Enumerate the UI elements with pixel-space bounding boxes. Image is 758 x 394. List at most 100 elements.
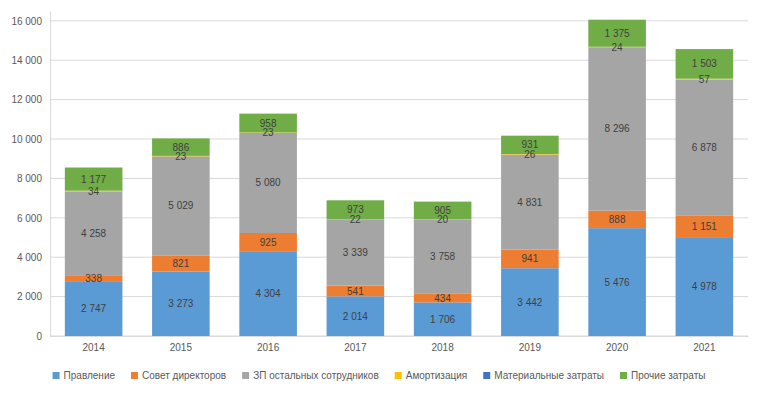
data-label: 338 (85, 273, 102, 284)
legend-item: ЗП остальных сотрудников (242, 370, 379, 381)
legend-item: Материальные затраты (483, 370, 604, 381)
data-label: 1 177 (81, 174, 106, 185)
legend-label: Совет директоров (142, 370, 226, 381)
x-axis-line (51, 336, 749, 337)
legend-item: Прочие затраты (620, 370, 705, 381)
y-tick-label: 16 000 (11, 16, 42, 27)
data-label: 3 442 (517, 297, 542, 308)
x-tick: 2021 (693, 336, 716, 353)
legend-swatch (395, 372, 402, 379)
grid (50, 21, 748, 336)
bar-segment (501, 155, 559, 250)
legend-item: Амортизация (395, 370, 468, 381)
bar-segment (327, 220, 385, 286)
data-label: 5 476 (605, 277, 630, 288)
legend-item: Совет директоров (131, 370, 226, 381)
x-tick-label: 2019 (519, 342, 542, 353)
y-tick: 0 (36, 331, 50, 342)
x-tick: 2017 (344, 336, 367, 353)
bar-segment (501, 250, 559, 269)
data-label: 821 (173, 258, 190, 269)
chart: 0 2 000 4 000 6 000 8 000 10 000 12 000 14 000 1… (0, 0, 758, 394)
x-tick-label: 2018 (432, 342, 455, 353)
bar-segment (65, 191, 123, 275)
data-label: 5 080 (256, 177, 281, 188)
y-tick: 14 000 (11, 55, 50, 66)
y-tick: 2 000 (17, 291, 50, 302)
legend-swatch (483, 372, 490, 379)
data-label: 34 (88, 186, 100, 197)
legend-item: Правление (53, 370, 116, 381)
x-tick-label: 2016 (257, 342, 280, 353)
data-label: 3 273 (168, 298, 193, 309)
data-label: 973 (347, 204, 364, 215)
y-tick-label: 12 000 (11, 94, 42, 105)
bar-segment (588, 47, 646, 210)
data-label: 1 503 (692, 58, 717, 69)
bar-segment (676, 215, 734, 238)
x-tick-label: 2015 (170, 342, 193, 353)
x-tick: 2020 (606, 336, 629, 353)
x-tick-label: 2021 (693, 342, 716, 353)
data-label: 4 978 (692, 281, 717, 292)
data-label: 1 706 (430, 314, 455, 325)
y-tick-label: 0 (36, 331, 42, 342)
x-tick: 2014 (83, 336, 106, 353)
y-tick: 4 000 (17, 252, 50, 263)
bar-segment (239, 233, 297, 251)
data-label: 931 (522, 139, 539, 150)
data-label: 26 (524, 149, 536, 160)
legend-label: Материальные затраты (494, 370, 604, 381)
legend-label: Амортизация (406, 370, 468, 381)
bar-segment (414, 302, 472, 336)
bar-segment (152, 255, 210, 271)
y-tick-label: 6 000 (17, 213, 42, 224)
y-tick: 10 000 (11, 134, 50, 145)
y-tick: 16 000 (11, 16, 50, 27)
data-label: 4 304 (256, 288, 281, 299)
legend-swatch (53, 372, 60, 379)
x-tick: 2018 (432, 336, 455, 353)
x-tick-label: 2020 (606, 342, 629, 353)
data-label: 1 375 (605, 28, 630, 39)
y-axis: 0 2 000 4 000 6 000 8 000 10 000 12 000 14 000 1… (11, 12, 50, 342)
legend: Правление Совет директоров ЗП остальных со… (53, 370, 706, 381)
bar-segment (676, 80, 734, 215)
data-label: 57 (699, 74, 711, 85)
x-axis: 2014 2015 2016 2017 2018 2019 2020 2021 (51, 336, 749, 353)
legend-swatch (620, 372, 627, 379)
bar-segment (152, 156, 210, 255)
bar-segment (588, 211, 646, 228)
y-tick-label: 8 000 (17, 173, 42, 184)
data-label: 24 (612, 42, 624, 53)
bar-segment (152, 272, 210, 336)
data-label: 4 258 (81, 228, 106, 239)
data-label: 6 878 (692, 142, 717, 153)
data-label: 541 (347, 286, 364, 297)
y-tick: 8 000 (17, 173, 50, 184)
x-tick: 2019 (519, 336, 542, 353)
data-label: 905 (434, 205, 451, 216)
data-label: 8 296 (605, 123, 630, 134)
data-label: 925 (260, 237, 277, 248)
x-tick: 2015 (170, 336, 193, 353)
legend-swatch (242, 372, 249, 379)
legend-swatch (131, 372, 138, 379)
y-tick: 12 000 (11, 94, 50, 105)
bar-segment (414, 220, 472, 294)
y-axis-line (50, 12, 51, 337)
data-label: 958 (260, 118, 277, 129)
bar-segment (65, 282, 123, 336)
x-tick-label: 2017 (344, 342, 367, 353)
bar-segment (327, 286, 385, 297)
data-label: 2 747 (81, 303, 106, 314)
data-label: 23 (263, 127, 275, 138)
data-label: 2 014 (343, 311, 368, 322)
y-tick-label: 14 000 (11, 55, 42, 66)
bar-segment (239, 133, 297, 233)
bars (65, 20, 733, 336)
data-label: 3 339 (343, 247, 368, 258)
bar-segment (327, 296, 385, 336)
bar-segment (239, 251, 297, 336)
y-tick-label: 10 000 (11, 134, 42, 145)
